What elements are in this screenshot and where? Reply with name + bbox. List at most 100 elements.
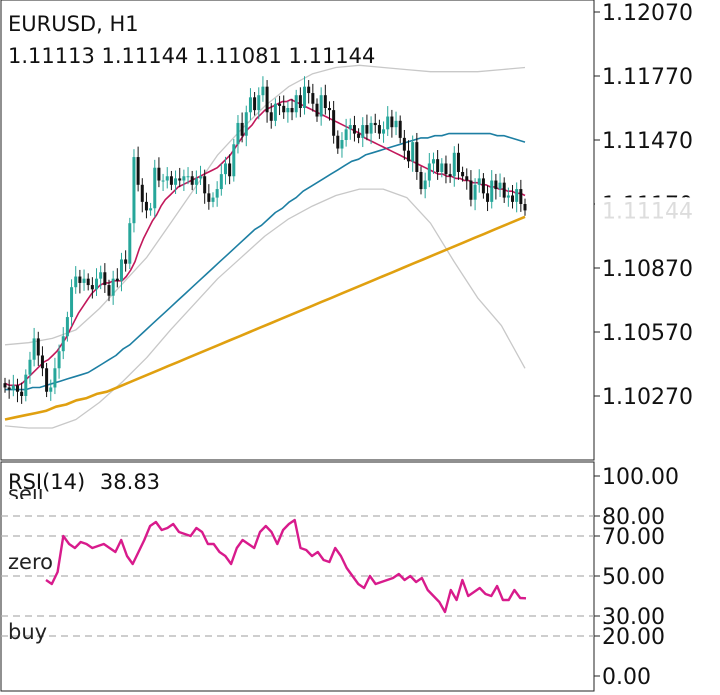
candle-body — [203, 176, 207, 194]
candle-body — [448, 174, 452, 177]
candle-body — [523, 204, 527, 211]
price-axis: 1.120701.117701.114701.111701.108701.105… — [594, 1, 720, 690]
ma-slow-line — [4, 215, 526, 421]
candle-body — [340, 140, 344, 149]
candle-body — [90, 285, 94, 290]
candle-body — [436, 159, 440, 172]
candle-body — [7, 387, 11, 390]
candle-body — [157, 167, 161, 181]
rsi-zone-zero-label: zero — [8, 550, 53, 574]
candle-body — [174, 178, 178, 185]
candle-body — [315, 103, 319, 117]
candle-body — [182, 176, 186, 181]
price-axis-label: 1.11770 — [602, 65, 693, 90]
candle-body — [294, 95, 298, 113]
candle-body — [498, 182, 502, 190]
candle-body — [194, 178, 198, 185]
candle-body — [273, 103, 277, 121]
candle-body — [286, 108, 290, 113]
candle-body — [248, 97, 252, 113]
ma-mid-line — [5, 132, 526, 391]
candle-body — [290, 108, 294, 113]
price-axis-label: 1.12070 — [602, 1, 693, 26]
candle-body — [107, 285, 111, 296]
candle-body — [307, 86, 311, 94]
candle-body — [140, 184, 144, 202]
candle-body — [95, 278, 99, 290]
candle-body — [486, 193, 490, 202]
candle-body — [20, 391, 24, 396]
candle-body — [199, 176, 203, 179]
candle-body — [61, 336, 65, 352]
current-price-label: 1.11144 — [602, 199, 693, 224]
candle-body — [211, 197, 215, 202]
ohlc-readout: 1.11113 1.11144 1.11081 1.11144 — [8, 44, 376, 68]
candle-body — [311, 93, 315, 104]
candle-body — [24, 374, 28, 396]
candle-body — [427, 163, 431, 181]
rsi-axis-label: 70.00 — [602, 525, 665, 550]
bollinger-upper-line — [4, 64, 526, 346]
candle-body — [407, 150, 411, 162]
candle-body — [40, 355, 44, 369]
candle-body — [440, 163, 444, 172]
candle-body — [128, 223, 132, 264]
candle-body — [444, 163, 448, 175]
candle-body — [223, 163, 227, 175]
candle-body — [319, 95, 323, 117]
rsi-axis-label: 80.00 — [602, 505, 665, 530]
candle-body — [219, 174, 223, 190]
candle-body — [469, 180, 473, 200]
candle-body — [178, 178, 182, 181]
candle-body — [86, 278, 90, 286]
candle-body — [423, 180, 427, 190]
candle-body — [28, 359, 32, 375]
candle-body — [336, 135, 340, 149]
candle-body — [82, 278, 86, 283]
candle-body — [244, 112, 248, 136]
candle-body — [257, 95, 261, 111]
candle-body — [253, 97, 257, 111]
candle-body — [298, 95, 302, 108]
price-axis-label: 1.10870 — [602, 257, 693, 282]
candle-body — [377, 125, 381, 134]
candle-body — [473, 184, 477, 200]
candle-body — [70, 287, 74, 318]
candle-body — [115, 278, 119, 281]
candle-body — [236, 122, 240, 145]
price-axis-label: 1.10270 — [602, 385, 693, 410]
candle-body — [32, 338, 36, 360]
candle-body — [124, 259, 128, 264]
candle-body — [265, 86, 269, 113]
candle-body — [348, 125, 352, 130]
candle-body — [465, 176, 469, 181]
candle-body — [502, 182, 506, 198]
candle-body — [494, 180, 498, 190]
bollinger-lower-line — [4, 188, 526, 429]
candle-body — [373, 122, 377, 126]
candle-body — [506, 195, 510, 198]
rsi-indicator-pane[interactable] — [0, 461, 595, 692]
candle-body — [119, 259, 123, 281]
candle-body — [45, 368, 49, 392]
candle-body — [144, 201, 148, 211]
candle-body — [153, 167, 157, 209]
candle-body — [303, 86, 307, 108]
candle-body — [415, 142, 419, 172]
candle-body — [132, 157, 136, 224]
candle-body — [332, 110, 336, 136]
candle-body — [398, 120, 402, 138]
candle-body — [161, 180, 165, 182]
candle-body — [190, 176, 194, 185]
candle-body — [515, 189, 519, 202]
candle-body — [511, 195, 515, 202]
candle-body — [149, 208, 153, 211]
rsi-axis-label: 0.00 — [602, 665, 651, 690]
candle-body — [136, 157, 140, 185]
price-chart-pane[interactable] — [0, 0, 595, 461]
price-axis-label: 1.10570 — [602, 321, 693, 346]
candle-body — [390, 116, 394, 128]
candle-body — [261, 86, 265, 96]
candle-body — [57, 351, 61, 369]
